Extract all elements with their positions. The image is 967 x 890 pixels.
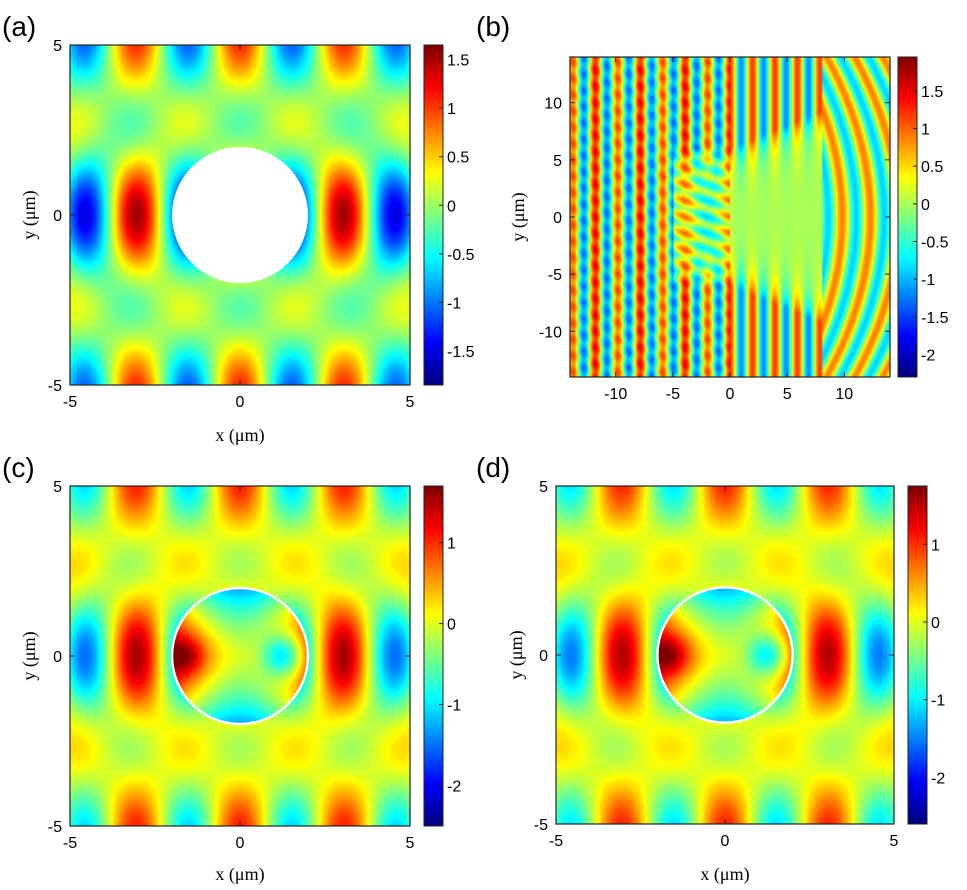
colorbar-tick-label: 1 (447, 101, 456, 118)
colorbar-tick-label: -2 (931, 770, 945, 787)
x-tick-label: 5 (890, 833, 899, 850)
colorbar-tick-label: 0 (447, 198, 456, 215)
x-tick-label: -5 (666, 386, 680, 403)
y-tick-label: 0 (53, 649, 62, 666)
heatmap-c (70, 486, 410, 826)
y-tick-label: 5 (53, 479, 62, 496)
colorbar-ticks-b: 1.5 1 0.5 0 -0.5 -1 -1.5 -2 (913, 84, 949, 364)
colorbar-tick-label: 0.5 (447, 150, 469, 167)
x-ticks-c: -5 0 5 (63, 486, 415, 852)
x-tick-label: 5 (406, 394, 415, 411)
colorbar-tick-label: 1.5 (447, 53, 469, 70)
y-tick-label: -5 (534, 817, 548, 834)
y-tick-label: 5 (53, 38, 62, 55)
scatterer-d (656, 586, 794, 724)
y-tick-label: -5 (548, 267, 562, 284)
colorbar-d (908, 486, 927, 824)
x-tick-label: 0 (726, 386, 735, 403)
x-tick-label: 5 (406, 835, 415, 852)
colorbar-c (424, 486, 443, 826)
x-ticks-a: -5 0 5 (63, 45, 415, 411)
panel-label-c: (c) (2, 452, 35, 483)
y-tick-label: 0 (53, 208, 62, 225)
x-axis-label-a: x (μm) (215, 425, 264, 446)
colorbar-tick-label: -2 (921, 347, 935, 364)
x-tick-label: 0 (236, 835, 245, 852)
panel-label-b: (b) (476, 11, 510, 42)
colorbar-tick-label: 1 (447, 536, 456, 553)
x-tick-label: -5 (549, 833, 563, 850)
scatterer-a (172, 147, 308, 283)
colorbar-tick-label: 0 (931, 615, 940, 632)
panel-label-a: (a) (2, 11, 36, 42)
colorbar-tick-label: 1 (931, 537, 940, 554)
colorbar-tick-label: -2 (447, 779, 461, 796)
x-tick-label: 0 (236, 394, 245, 411)
colorbar-tick-label: -1.5 (447, 344, 475, 361)
y-axis-label-d: y (μm) (506, 630, 527, 679)
x-tick-label: 5 (783, 386, 792, 403)
y-tick-label: 0 (553, 210, 562, 227)
colorbar-a (424, 45, 443, 385)
colorbar-ticks-a: 1.5 1 0.5 0 -0.5 -1 -1.5 (439, 53, 475, 361)
colorbar-tick-label: -1 (447, 698, 461, 715)
x-tick-label: -10 (604, 386, 627, 403)
panel-d: (d) -5 0 5 -5 0 5 x (μm) y (μm) 1 0 -1 -2 (476, 452, 945, 885)
colorbar-tick-label: -1 (447, 295, 461, 312)
heatmap-d (556, 486, 894, 824)
panel-a: (a) -5 0 5 -5 0 5 x (μm) y (μm) 1.5 1 0.5 0 -0.5… (2, 11, 475, 446)
y-tick-label: 0 (539, 648, 548, 665)
x-axis-label-c: x (μm) (215, 864, 264, 885)
y-ticks-b: -10 -5 0 5 10 (539, 96, 890, 341)
colorbar-tick-label: 0 (921, 197, 930, 214)
colorbar-tick-label: 1 (921, 122, 930, 139)
panel-label-d: (d) (476, 452, 510, 483)
heatmap-b (570, 57, 890, 377)
x-tick-label: -5 (63, 394, 77, 411)
x-tick-label: 0 (721, 833, 730, 850)
colorbar-tick-label: -1 (931, 693, 945, 710)
colorbar-tick-label: -1 (921, 272, 935, 289)
x-tick-label: -5 (63, 835, 77, 852)
y-tick-label: 5 (553, 153, 562, 170)
y-tick-label: 5 (539, 479, 548, 496)
y-ticks-d: -5 0 5 (534, 479, 894, 834)
colorbar-tick-label: -1.5 (921, 310, 949, 327)
y-tick-label: -5 (48, 378, 62, 395)
colorbar-tick-label: 0.5 (921, 159, 943, 176)
colorbar-frame-a (423, 44, 444, 386)
scatterer-c (170, 586, 310, 726)
x-ticks-d: -5 0 5 (549, 486, 899, 850)
y-axis-label-a: y (μm) (19, 190, 40, 239)
y-tick-label: -10 (539, 324, 562, 341)
colorbar-tick-label: -0.5 (447, 247, 475, 264)
colorbar-frame-b (897, 56, 918, 378)
panel-c: (c) -5 0 5 -5 0 5 x (μm) y (μm) 1 0 -1 -2 (2, 452, 461, 885)
y-axis-label-b: y (μm) (508, 192, 529, 241)
y-tick-label: -5 (48, 819, 62, 836)
y-ticks-c: -5 0 5 (48, 479, 410, 836)
y-axis-label-c: y (μm) (19, 631, 40, 680)
colorbar-b (898, 57, 917, 377)
colorbar-tick-label: 1.5 (921, 84, 943, 101)
x-ticks-b: -10 -5 0 5 10 (604, 57, 853, 403)
y-ticks-a: -5 0 5 (48, 38, 410, 395)
colorbar-tick-label: -0.5 (921, 234, 949, 251)
colorbar-tick-label: 0 (447, 617, 456, 634)
x-axis-label-d: x (μm) (700, 864, 749, 885)
colorbar-ticks-c: 1 0 -1 -2 (439, 536, 461, 796)
x-tick-label: 10 (835, 386, 853, 403)
y-tick-label: 10 (544, 96, 562, 113)
colorbar-frame-d (907, 485, 928, 825)
colorbar-ticks-d: 1 0 -1 -2 (923, 537, 945, 787)
colorbar-frame-c (423, 485, 444, 827)
